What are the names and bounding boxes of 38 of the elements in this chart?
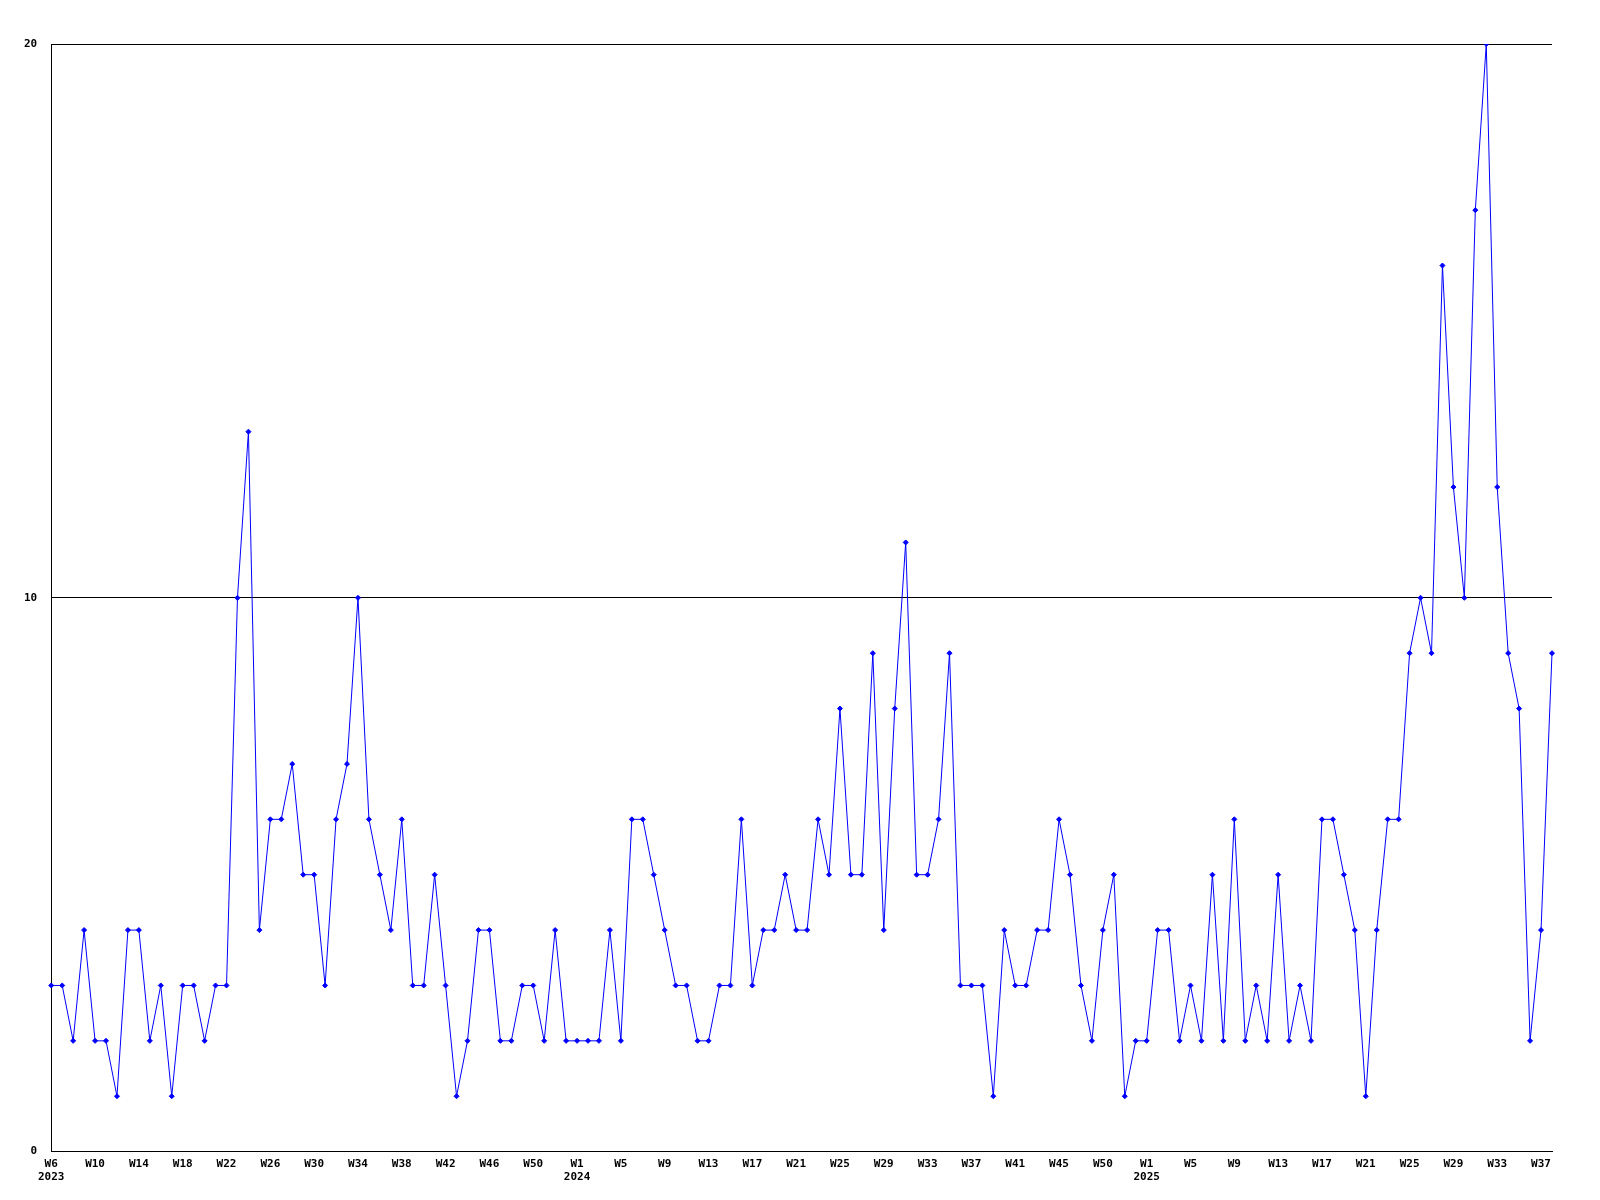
x-tick-label: W17 (1312, 1157, 1332, 1171)
x-tick-label: W37 (1531, 1157, 1551, 1171)
x-tick-label: W1 2025 (1133, 1157, 1160, 1184)
x-tick-label: W33 (917, 1157, 938, 1171)
x-tick-label: W13 (1268, 1157, 1289, 1171)
x-tick-label: W38 (391, 1157, 412, 1171)
y-tick-label: 0 (30, 1144, 38, 1158)
x-tick-label: W21 (1355, 1157, 1377, 1171)
x-tick-label: W1 2024 (563, 1157, 591, 1184)
x-tick-label: W42 (435, 1157, 456, 1171)
x-tick-label: W18 (172, 1157, 193, 1171)
x-tick-label: W26 (260, 1157, 281, 1171)
x-tick-label: W46 (479, 1157, 500, 1171)
y-tick-label: 20 (24, 36, 38, 50)
x-tick-label: W33 (1487, 1157, 1508, 1171)
x-tick-label: W25 (830, 1157, 850, 1171)
x-tick-label: W37 (961, 1157, 982, 1171)
x-tick-label: W34 (348, 1157, 369, 1171)
x-tick-label: W10 (85, 1157, 105, 1171)
x-tick-label: W22 (216, 1157, 237, 1171)
x-tick-label: W29 (1443, 1157, 1464, 1171)
x-tick-label: W29 (873, 1157, 894, 1171)
x-tick-label: W13 (698, 1157, 719, 1171)
x-tick-label: W30 (304, 1157, 325, 1171)
x-tick-label: W21 (786, 1157, 807, 1171)
x-tick-label: W41 (1005, 1157, 1026, 1171)
x-tick-label: W5 (1183, 1157, 1198, 1171)
x-tick-label: W6 2023 (38, 1157, 65, 1184)
x-tick-label: W17 (742, 1157, 763, 1171)
x-tick-label: W25 (1399, 1157, 1420, 1171)
x-tick-label: W14 (128, 1157, 150, 1171)
x-tick-label: W50 (1092, 1157, 1113, 1171)
x-tick-label: W9 (1227, 1157, 1241, 1171)
y-tick-label: 10 (24, 590, 38, 604)
x-tick-label: W5 (614, 1157, 628, 1171)
x-tick-label: W45 (1049, 1157, 1069, 1171)
x-tick-label: W50 (523, 1157, 544, 1171)
x-tick-label: W9 (658, 1157, 672, 1171)
